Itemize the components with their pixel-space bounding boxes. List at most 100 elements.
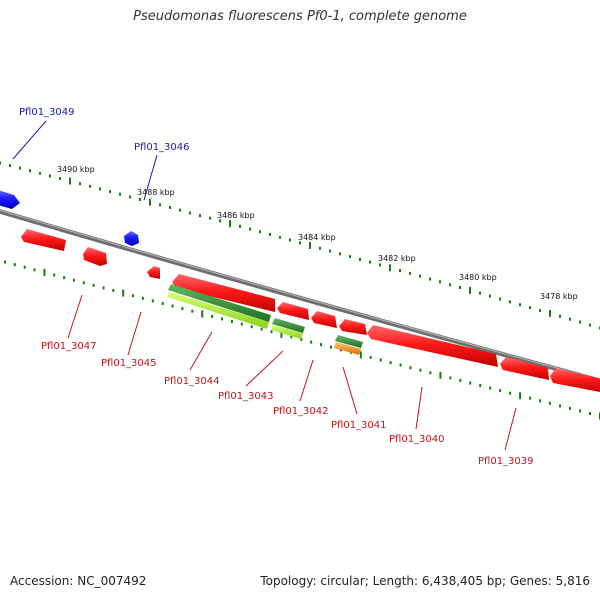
gene-label-Pfl01_3042[interactable]: Pfl01_3042	[273, 406, 329, 417]
tick-minor	[23, 265, 26, 269]
tick-minor	[489, 294, 491, 298]
leader-line-Pfl01_3046	[143, 154, 158, 201]
tick-minor	[211, 314, 214, 318]
gene-label-Pfl01_3041[interactable]: Pfl01_3041	[331, 420, 387, 431]
tick-minor	[239, 224, 241, 228]
tick-minor	[539, 399, 542, 403]
tick-track-lower	[4, 260, 600, 420]
tick-minor	[509, 391, 512, 395]
tick-minor	[92, 283, 95, 287]
tick-minor	[499, 297, 501, 301]
gene-arrow-Pfl01_3047[interactable]	[21, 229, 66, 251]
gene-arrow-Pfl01_3041[interactable]	[339, 319, 367, 335]
gene-label-Pfl01_3049[interactable]: Pfl01_3049	[19, 107, 75, 118]
tick-minor	[181, 307, 184, 311]
feature-bar-light-green-3044	[167, 292, 269, 329]
tick-minor	[589, 412, 591, 415]
tick-minor	[191, 309, 194, 313]
tick-minor	[419, 274, 421, 278]
tick-minor	[249, 227, 251, 231]
gene-label-Pfl01_3043[interactable]: Pfl01_3043	[218, 391, 274, 402]
tick-major	[389, 264, 391, 272]
gene-arrow-Pfl01_3045[interactable]	[83, 247, 107, 266]
tick-minor	[72, 278, 75, 282]
leader-line-Pfl01_3047	[67, 294, 83, 339]
gene-label-Pfl01_3045[interactable]: Pfl01_3045	[101, 358, 157, 369]
feature-bar-orange-3041	[334, 342, 361, 355]
tick-minor	[429, 277, 431, 281]
gene-arrow-Pfl01_3044[interactable]	[172, 274, 275, 312]
gene-label-Pfl01_3047[interactable]: Pfl01_3047	[41, 341, 97, 352]
gene-arrow-Pfl01_3043[interactable]	[277, 302, 309, 320]
tick-minor	[310, 340, 313, 344]
tick-minor	[59, 177, 61, 180]
tick-minor	[79, 182, 81, 186]
tick-minor	[549, 401, 551, 405]
tick-minor	[419, 368, 422, 372]
gene-label-Pfl01_3039[interactable]: Pfl01_3039	[478, 456, 534, 467]
tick-minor	[159, 203, 161, 207]
tick-minor	[449, 283, 451, 287]
gene-arrow-Pfl01_3040[interactable]	[367, 325, 498, 367]
feature-bar-dark-green-3044	[168, 284, 271, 322]
scale-label-3490: 3490 kbp	[57, 165, 95, 174]
tick-minor	[270, 330, 273, 334]
tick-major	[469, 286, 471, 294]
tick-minor	[409, 366, 412, 370]
tick-minor	[189, 211, 191, 215]
gene-label-Pfl01_3044[interactable]: Pfl01_3044	[164, 376, 220, 387]
genome-backbone-highlight	[0, 209, 600, 381]
gene-arrow-Pfl01_3044-unit[interactable]	[147, 266, 160, 279]
tick-minor	[409, 271, 411, 275]
tick-minor	[161, 302, 164, 305]
gene-arrow-Pfl01_3046[interactable]	[124, 231, 139, 246]
tick-major	[149, 198, 151, 206]
tick-minor	[589, 323, 591, 327]
tick-major	[549, 309, 551, 317]
tick-minor	[330, 345, 332, 349]
tick-major	[439, 371, 442, 379]
tick-major	[69, 177, 71, 185]
tick-minor	[319, 246, 321, 250]
feature-bar-light-green-3043	[271, 325, 303, 339]
tick-minor	[300, 338, 303, 341]
tick-minor	[9, 164, 11, 168]
tick-minor	[479, 384, 482, 387]
gene-arrow-Pfl01_3039[interactable]	[550, 368, 600, 393]
tick-minor	[129, 195, 131, 199]
tick-minor	[459, 378, 462, 382]
tick-minor	[439, 280, 441, 284]
scale-label-3488: 3488 kbp	[137, 188, 175, 197]
tick-minor	[459, 286, 461, 289]
tick-minor	[559, 404, 561, 408]
tick-minor	[579, 409, 581, 413]
gene-arrow-Pfl01_3042[interactable]	[311, 311, 337, 328]
tick-minor	[499, 389, 502, 393]
gene-arrow-Pfl01_3049[interactable]	[0, 190, 20, 209]
feature-bar-green-3041	[335, 335, 363, 348]
tick-minor	[519, 303, 521, 307]
tick-minor	[179, 208, 181, 212]
tick-minor	[4, 260, 6, 264]
tick-minor	[230, 320, 233, 323]
tick-minor	[109, 190, 111, 194]
tick-minor	[320, 343, 323, 347]
tick-minor	[269, 233, 271, 236]
tick-minor	[569, 406, 571, 410]
tick-minor	[13, 263, 16, 267]
tick-minor	[479, 291, 481, 295]
gene-label-Pfl01_3040[interactable]: Pfl01_3040	[389, 434, 445, 445]
gene-label-Pfl01_3046[interactable]: Pfl01_3046	[134, 142, 190, 153]
tick-minor	[260, 327, 263, 331]
leader-line-Pfl01_3041	[342, 366, 358, 415]
tick-minor	[289, 238, 291, 242]
tick-minor	[49, 174, 51, 178]
tick-minor	[379, 358, 382, 362]
tick-minor	[250, 325, 253, 329]
scale-label-3480: 3480 kbp	[459, 273, 497, 282]
tick-minor	[151, 299, 154, 303]
gene-arrow-Pfl01_3040b[interactable]	[500, 357, 549, 380]
tick-track-upper	[0, 161, 600, 330]
feature-bar-dark-green-3043	[272, 318, 305, 333]
tick-minor	[112, 289, 115, 292]
